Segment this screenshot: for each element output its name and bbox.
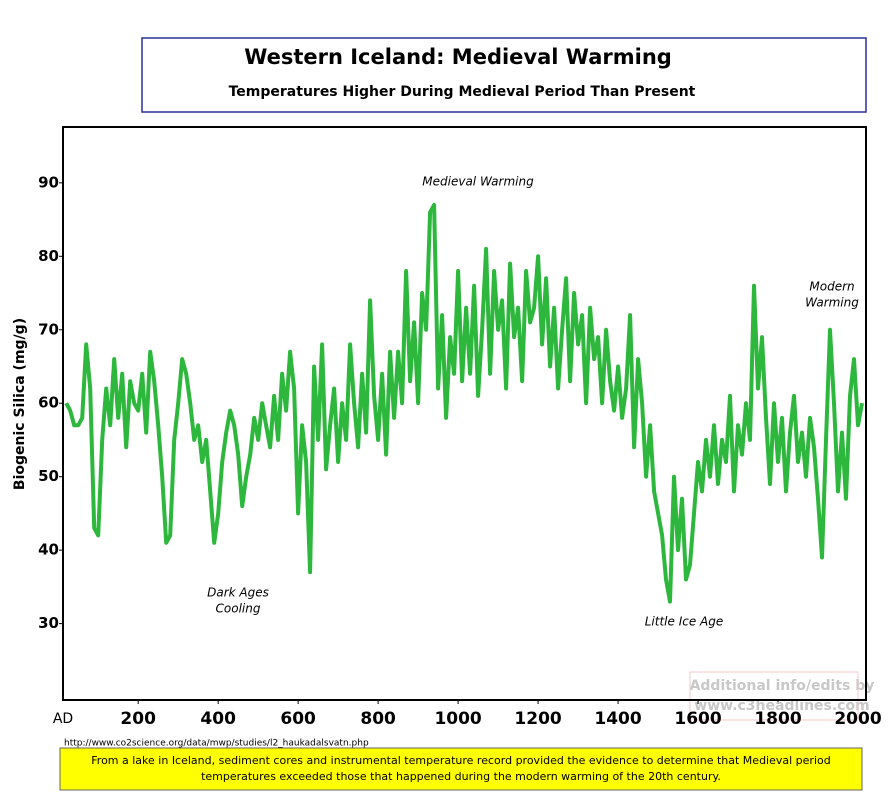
annotation: Little Ice Age xyxy=(645,615,724,629)
data-line xyxy=(64,202,864,604)
x-tick-label: 200 xyxy=(120,709,156,729)
footnote-line: temperatures exceeded those that happene… xyxy=(201,770,721,783)
plot-frame xyxy=(62,126,867,701)
watermark: Additional info/edits by xyxy=(690,678,875,694)
y-tick-label: 70 xyxy=(38,320,59,338)
x-tick-label: 1600 xyxy=(674,709,721,729)
title-box xyxy=(141,37,867,113)
watermark-box xyxy=(689,671,859,721)
annotation: Cooling xyxy=(216,602,261,616)
x-tick-label: 1000 xyxy=(434,709,481,729)
chart-subtitle: Temperatures Higher During Medieval Peri… xyxy=(229,84,696,100)
y-tick-label: 40 xyxy=(38,541,59,559)
x-tick-label: 1400 xyxy=(594,709,641,729)
x-tick-label: 1800 xyxy=(754,709,801,729)
y-tick-label: 50 xyxy=(38,467,59,485)
y-tick-label: 90 xyxy=(38,173,59,191)
x-tick-label: 600 xyxy=(280,709,316,729)
x-tick-label: 800 xyxy=(360,709,396,729)
x-tick-label: 1200 xyxy=(514,709,561,729)
y-tick-label: 30 xyxy=(38,614,59,632)
chart-title: Western Iceland: Medieval Warming xyxy=(244,45,672,69)
watermark: www.c3headlines.com xyxy=(694,698,869,714)
x-unit-label: AD xyxy=(53,711,73,727)
source-text: http://www.co2science.org/data/mwp/studi… xyxy=(64,739,369,749)
annotation: Warming xyxy=(805,296,859,310)
y-axis-label: Biogenic Silica (mg/g) xyxy=(12,318,28,490)
annotation: Dark Ages xyxy=(207,586,269,600)
y-tick-label: 60 xyxy=(38,394,59,412)
annotation: Medieval Warming xyxy=(422,175,534,189)
x-tick-label: 2000 xyxy=(834,709,881,729)
x-tick-label: 400 xyxy=(200,709,236,729)
annotation: Modern xyxy=(809,280,854,294)
footnote-box xyxy=(59,747,863,791)
footnote-line: From a lake in Iceland, sediment cores a… xyxy=(91,754,830,767)
y-tick-label: 80 xyxy=(38,247,59,265)
